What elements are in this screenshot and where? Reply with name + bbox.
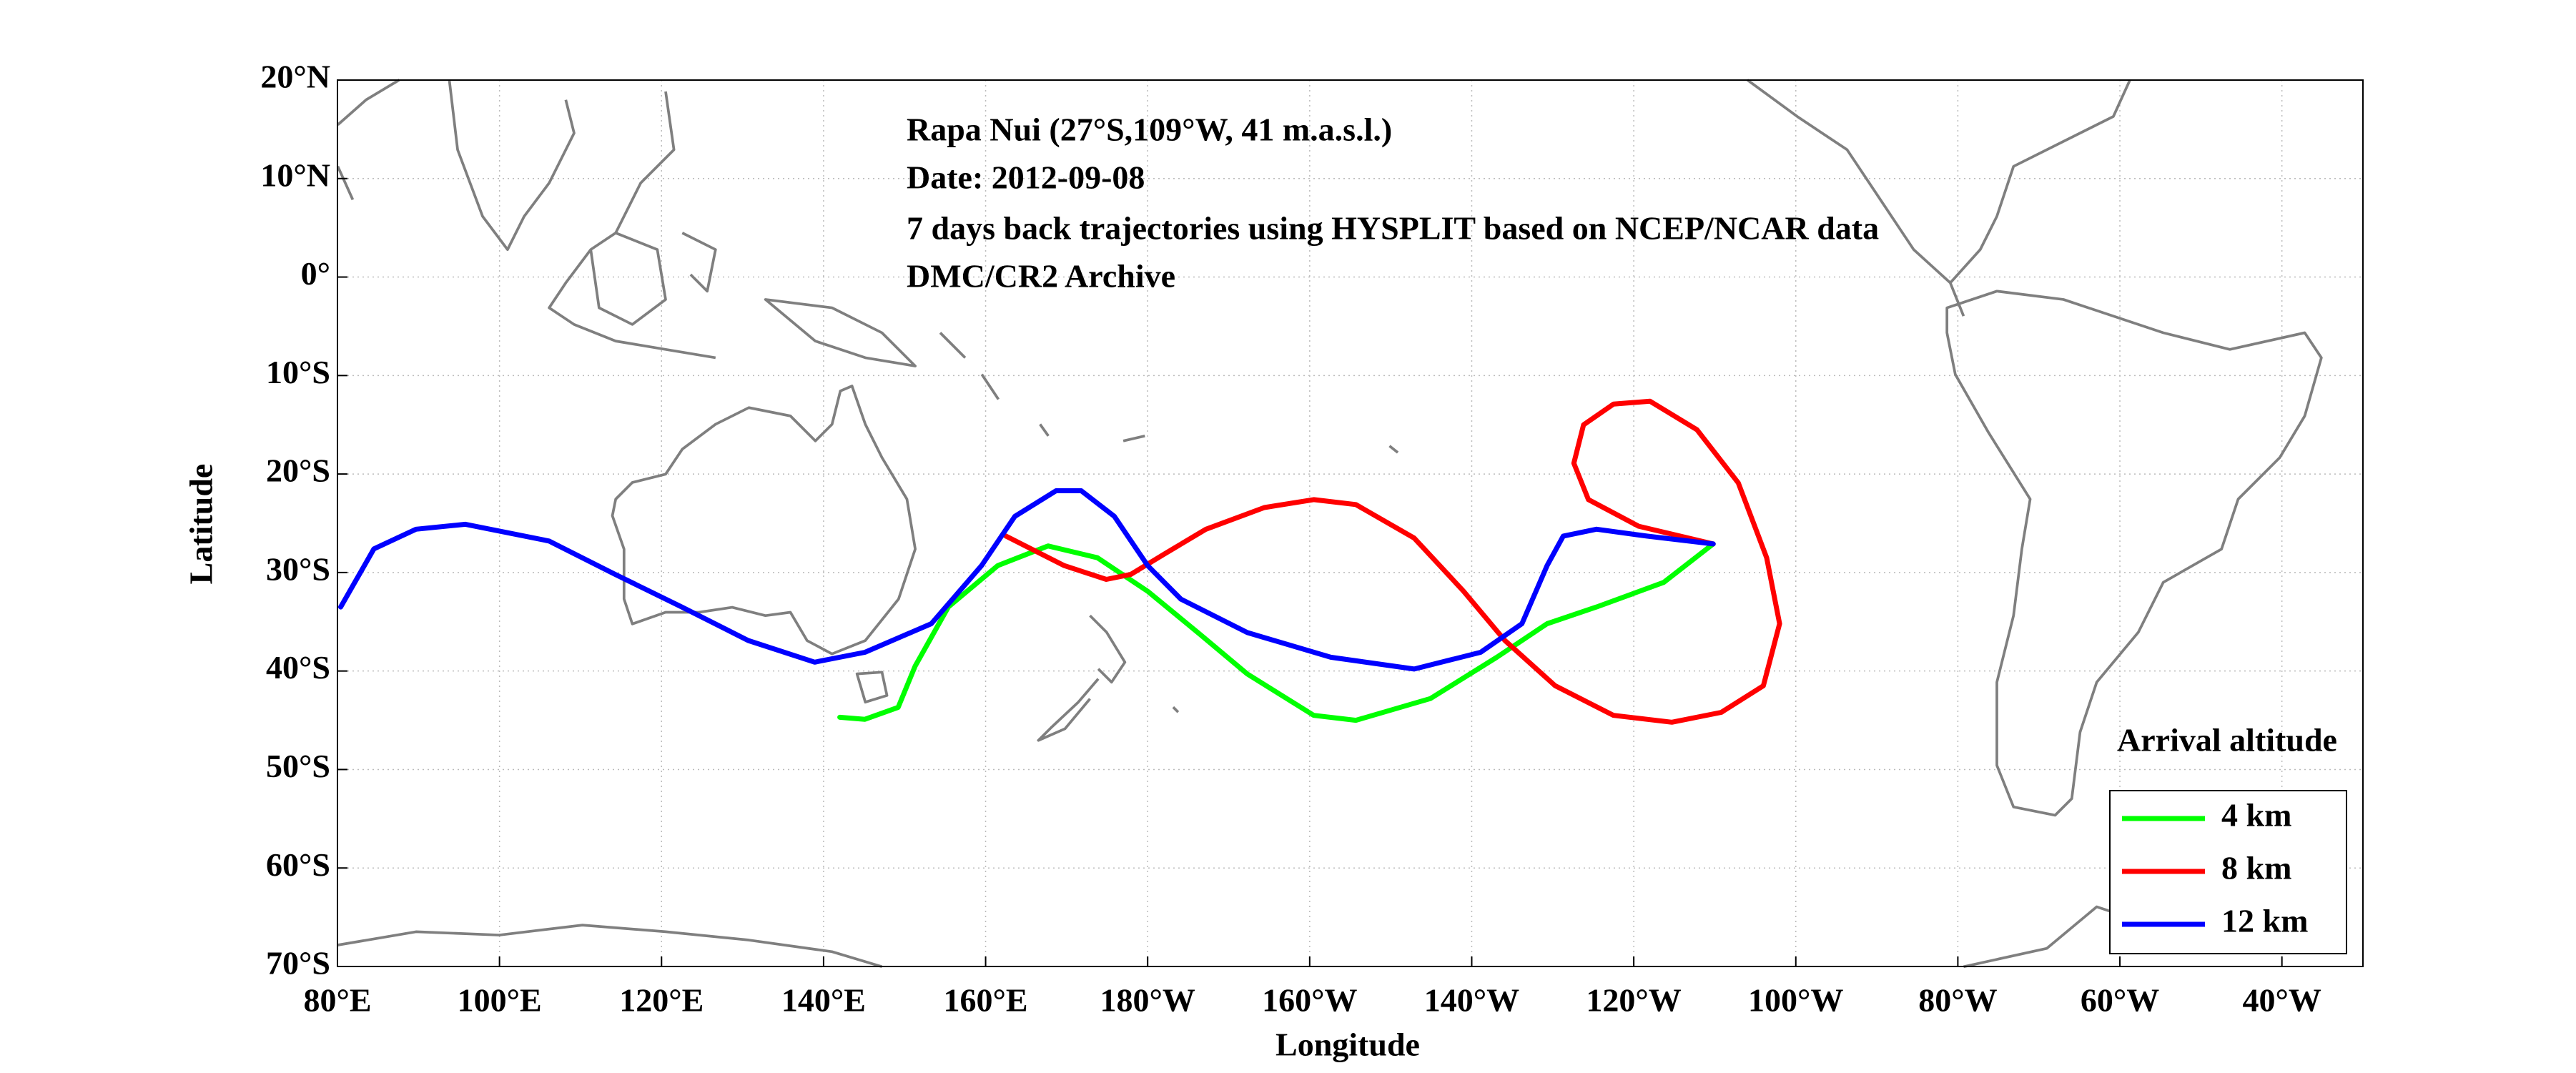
y-tick-label: 40°S xyxy=(266,649,330,686)
tasmania xyxy=(855,671,889,704)
y-tick-label: 50°S xyxy=(266,748,330,784)
trajectories xyxy=(338,398,1782,725)
new-zealand xyxy=(1037,614,1127,742)
legend-title: Arrival altitude xyxy=(2117,722,2337,758)
south-america xyxy=(1945,290,2323,817)
y-tick-label: 10°N xyxy=(260,157,330,193)
trajectory xyxy=(338,488,1716,672)
x-tick-label: 160°W xyxy=(1262,982,1357,1019)
x-tick-label: 80°E xyxy=(303,982,371,1019)
y-axis-label: Latitude xyxy=(183,464,219,585)
x-tick-label: 180°W xyxy=(1100,982,1195,1019)
ticks: 80°E 100°E 120°E 140°E 160°E 180°W 160°W 140°W 1… xyxy=(260,59,2321,1019)
x-tick-label: 80°W xyxy=(1918,982,1997,1019)
coastlines xyxy=(336,79,2323,969)
trajectory xyxy=(1003,398,1782,725)
annotation: DMC/CR2 Archive xyxy=(907,258,1175,295)
plot-frame xyxy=(337,79,2364,967)
x-tick-label: 40°W xyxy=(2242,982,2321,1019)
y-tick-label: 30°S xyxy=(266,550,330,587)
north-america xyxy=(1746,79,2131,317)
y-tick-label: 10°S xyxy=(266,354,330,390)
trajectory xyxy=(837,541,1716,723)
islands xyxy=(939,332,1399,713)
annotation: 7 days back trajectories using HYSPLIT b… xyxy=(907,210,1879,247)
x-axis-label: Longitude xyxy=(1275,1027,1420,1063)
legend-label: 8 km xyxy=(2221,850,2291,886)
asia xyxy=(336,79,917,367)
x-tick-label: 120°W xyxy=(1586,982,1681,1019)
australia xyxy=(611,385,917,656)
legend-label: 12 km xyxy=(2221,903,2308,939)
y-tick-label: 60°S xyxy=(266,846,330,883)
x-tick-label: 60°W xyxy=(2081,982,2159,1019)
x-tick-label: 160°E xyxy=(944,982,1028,1019)
y-tick-label: 70°S xyxy=(266,945,330,981)
x-tick-label: 140°W xyxy=(1424,982,1519,1019)
legend: 4 km 8 km 12 km xyxy=(2122,797,2308,939)
annotation: Date: 2012-09-08 xyxy=(907,159,1145,196)
x-tick-label: 140°E xyxy=(781,982,866,1019)
y-tick-label: 20°N xyxy=(260,59,330,95)
x-tick-label: 120°E xyxy=(619,982,704,1019)
x-tick-label: 100°E xyxy=(458,982,542,1019)
x-tick-label: 100°W xyxy=(1748,982,1843,1019)
annotation: Rapa Nui (27°S,109°W, 41 m.a.s.l.) xyxy=(907,112,1392,148)
legend-label: 4 km xyxy=(2221,797,2291,834)
y-tick-label: 20°S xyxy=(266,453,330,489)
y-tick-label: 0° xyxy=(301,255,330,292)
